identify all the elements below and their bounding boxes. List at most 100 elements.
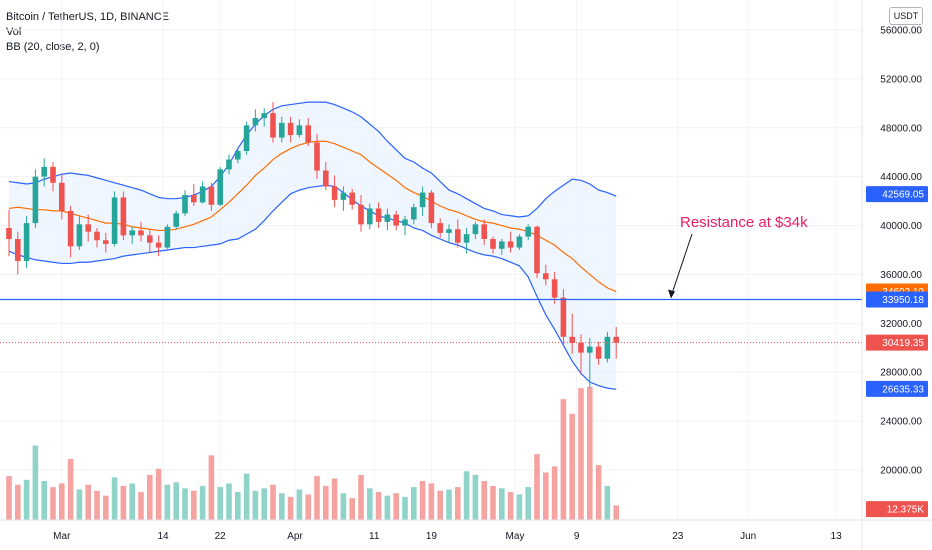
candle-body <box>191 195 197 203</box>
symbol-title: Bitcoin / TetherUS, 1D, BINANCE <box>6 11 170 23</box>
candle <box>411 203 417 225</box>
volume-bar <box>85 484 91 520</box>
price-tag <box>866 380 928 397</box>
candle-body <box>103 240 109 244</box>
candle-body <box>235 151 241 160</box>
volume-bar <box>534 454 540 520</box>
volume-bar <box>587 386 593 520</box>
candle <box>182 190 188 216</box>
volume-bar <box>551 466 558 520</box>
price-tick-label: 32000.00 <box>880 319 922 330</box>
volume-bar <box>437 490 443 520</box>
volume-bar <box>499 488 505 520</box>
volume-bar <box>578 388 584 520</box>
candlesticks <box>6 102 619 389</box>
candle <box>323 162 329 191</box>
volume-bar <box>481 481 487 520</box>
volume-bar <box>120 485 127 520</box>
bollinger-lower-band <box>8 184 617 390</box>
candle-body <box>226 159 232 170</box>
candle <box>94 228 100 248</box>
volume-bar <box>393 493 399 520</box>
volume-bar <box>191 490 197 520</box>
annotation-arrow-head <box>668 289 675 299</box>
volume-bar <box>279 493 285 520</box>
candle <box>499 239 505 255</box>
candle <box>120 191 127 241</box>
candle-body <box>393 214 399 226</box>
price-tick-label: 40000.00 <box>880 221 922 232</box>
price-tag-label: 12.375K <box>887 505 925 516</box>
volume-bar <box>455 487 461 520</box>
candle-body <box>323 170 329 187</box>
candle-body <box>437 223 443 233</box>
chart-legend: Bitcoin / TetherUS, 1D, BINANCE Vol BB (… <box>6 10 169 55</box>
candle <box>516 234 523 250</box>
candle-body <box>402 219 408 226</box>
volume-bar <box>613 505 619 520</box>
candle-body <box>525 226 531 237</box>
candle <box>507 231 514 253</box>
currency-selector[interactable]: USDT <box>889 7 923 25</box>
candle-body <box>138 230 144 236</box>
volume-bar <box>375 492 382 520</box>
date-tick-label: Apr <box>287 531 303 542</box>
price-tick-label: 36000.00 <box>880 270 922 281</box>
candle <box>50 162 56 192</box>
volume-bar <box>41 481 47 520</box>
volume-bar <box>129 483 135 520</box>
candle-body <box>604 336 611 359</box>
price-tick-label: 44000.00 <box>880 172 922 183</box>
candle-body <box>111 197 118 244</box>
candle <box>261 108 267 127</box>
candle <box>551 272 558 304</box>
volume-bars <box>6 386 619 520</box>
candle-body <box>578 342 584 353</box>
volume-bar <box>507 492 514 520</box>
price-tag <box>866 291 928 308</box>
candle <box>490 236 496 254</box>
volume-bar <box>314 476 320 520</box>
candle-body <box>305 125 311 143</box>
candle-body <box>472 224 479 235</box>
price-tag-label: 42569.05 <box>882 190 924 201</box>
candle-body <box>32 176 39 224</box>
candle <box>6 209 12 257</box>
candle-body <box>543 273 549 280</box>
candle <box>147 229 153 253</box>
date-tick-label: 9 <box>574 531 580 542</box>
candle-body <box>507 241 514 248</box>
date-tick-label: 11 <box>369 531 380 542</box>
candle <box>358 195 364 232</box>
candle <box>32 169 39 228</box>
volume-bar <box>604 485 611 520</box>
date-tick-label: Jun <box>740 531 756 542</box>
candle-body <box>6 228 12 239</box>
candle-body <box>349 192 355 205</box>
candle-body <box>173 213 179 227</box>
candle-body <box>499 241 505 249</box>
volume-bar <box>32 445 39 520</box>
candle-body <box>446 229 452 233</box>
candle-body <box>314 142 320 171</box>
candle <box>305 118 311 147</box>
volume-bar <box>323 485 329 520</box>
candle <box>138 221 144 242</box>
candle <box>279 116 285 143</box>
volume-bar <box>305 494 311 520</box>
price-tick-label: 24000.00 <box>880 417 922 428</box>
date-tick-label: 22 <box>215 531 227 542</box>
volume-bar <box>543 472 549 520</box>
volume-bar <box>331 478 338 520</box>
candle-body <box>199 186 206 203</box>
volume-bar <box>384 495 391 520</box>
candle <box>270 102 276 143</box>
candle <box>578 334 584 375</box>
candle <box>543 264 549 286</box>
candle-body <box>50 166 56 183</box>
candle-body <box>217 169 223 205</box>
candle <box>428 190 435 228</box>
volume-bar <box>446 489 452 520</box>
price-tag-label: 33950.18 <box>882 295 924 306</box>
